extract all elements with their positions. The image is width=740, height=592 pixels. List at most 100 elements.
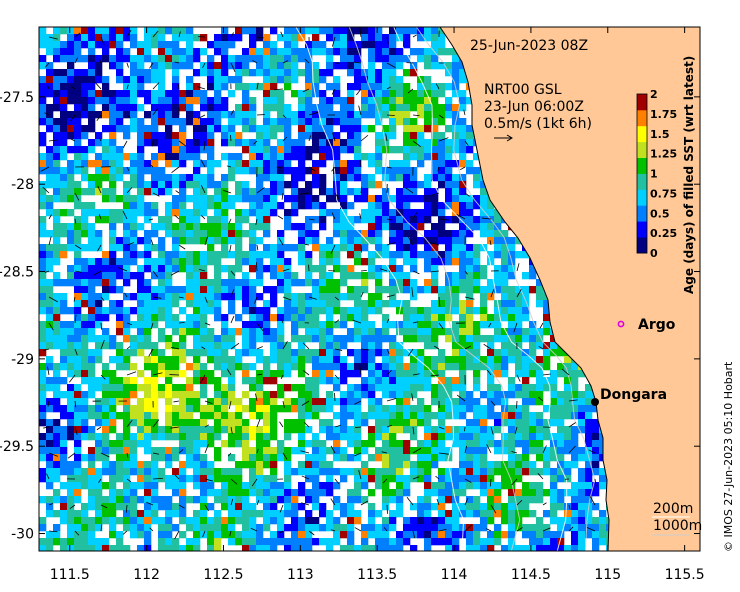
sst-cell <box>543 510 551 518</box>
sst-cell <box>263 356 271 364</box>
sst-cell <box>305 349 313 357</box>
sst-cell <box>312 216 320 224</box>
sst-cell <box>193 188 201 196</box>
sst-cell <box>291 349 299 357</box>
sst-cell <box>494 503 502 511</box>
sst-cell <box>151 132 159 140</box>
sst-cell <box>60 118 68 126</box>
sst-cell <box>515 363 523 371</box>
sst-cell <box>515 356 523 364</box>
sst-cell <box>494 349 502 357</box>
sst-cell <box>396 412 404 420</box>
sst-cell <box>256 321 264 329</box>
sst-cell <box>39 398 47 406</box>
sst-cell <box>193 195 201 203</box>
sst-cell <box>130 209 138 217</box>
sst-cell <box>438 167 446 175</box>
sst-cell <box>403 90 411 98</box>
sst-cell <box>340 321 348 329</box>
sst-cell <box>347 104 355 112</box>
sst-cell <box>354 412 362 420</box>
sst-cell <box>452 272 460 280</box>
sst-cell <box>137 76 145 84</box>
sst-cell <box>228 356 236 364</box>
sst-cell <box>221 475 229 483</box>
sst-cell <box>599 475 607 483</box>
sst-cell <box>263 125 271 133</box>
sst-cell <box>81 482 89 490</box>
sst-cell <box>284 181 292 189</box>
sst-cell <box>424 538 432 546</box>
sst-cell <box>368 181 376 189</box>
sst-cell <box>102 419 110 427</box>
sst-cell <box>74 384 82 392</box>
sst-cell <box>452 258 460 266</box>
sst-cell <box>284 475 292 483</box>
sst-cell <box>452 293 460 301</box>
sst-cell <box>431 356 439 364</box>
sst-cell <box>109 125 117 133</box>
sst-cell <box>214 433 222 441</box>
current-vector <box>256 262 258 272</box>
sst-cell <box>46 160 54 168</box>
sst-cell <box>452 426 460 434</box>
sst-cell <box>494 356 502 364</box>
current-vector <box>588 449 596 454</box>
sst-cell <box>326 377 334 385</box>
sst-cell <box>256 524 264 532</box>
sst-cell <box>543 468 551 476</box>
sst-cell <box>536 300 544 308</box>
sst-cell <box>39 307 47 315</box>
sst-cell <box>291 90 299 98</box>
sst-cell <box>375 342 383 350</box>
current-vector <box>274 88 284 91</box>
sst-cell <box>95 496 103 504</box>
sst-cell <box>277 405 285 413</box>
sst-cell <box>522 384 530 392</box>
sst-cell <box>137 328 145 336</box>
sst-cell <box>368 475 376 483</box>
sst-cell <box>186 223 194 231</box>
sst-cell <box>81 349 89 357</box>
sst-cell <box>95 76 103 84</box>
sst-cell <box>277 153 285 161</box>
sst-cell <box>179 90 187 98</box>
sst-cell <box>396 489 404 497</box>
sst-cell <box>466 293 474 301</box>
sst-cell <box>158 153 166 161</box>
sst-cell <box>333 293 341 301</box>
sst-cell <box>333 223 341 231</box>
sst-cell <box>459 202 467 210</box>
sst-cell <box>165 230 173 238</box>
sst-cell <box>487 461 495 469</box>
sst-cell <box>550 475 558 483</box>
current-vector <box>438 296 441 307</box>
sst-cell <box>452 342 460 350</box>
sst-cell <box>480 412 488 420</box>
sst-cell <box>81 244 89 252</box>
sst-cell <box>242 272 250 280</box>
sst-cell <box>200 426 208 434</box>
sst-cell <box>67 48 75 56</box>
sst-cell <box>235 531 243 539</box>
sst-cell <box>557 531 565 539</box>
current-vector <box>464 345 472 350</box>
sst-cell <box>249 146 257 154</box>
sst-cell <box>74 153 82 161</box>
sst-cell <box>368 97 376 105</box>
sst-cell <box>284 419 292 427</box>
current-vector <box>488 322 492 328</box>
sst-cell <box>109 307 117 315</box>
sst-cell <box>172 230 180 238</box>
sst-cell <box>228 300 236 308</box>
sst-cell <box>368 160 376 168</box>
sst-cell <box>109 139 117 147</box>
sst-cell <box>151 398 159 406</box>
sst-cell <box>438 90 446 98</box>
sst-cell <box>368 489 376 497</box>
sst-cell <box>95 160 103 168</box>
sst-cell <box>144 433 152 441</box>
sst-cell <box>172 265 180 273</box>
sst-cell <box>340 363 348 371</box>
sst-cell <box>137 125 145 133</box>
